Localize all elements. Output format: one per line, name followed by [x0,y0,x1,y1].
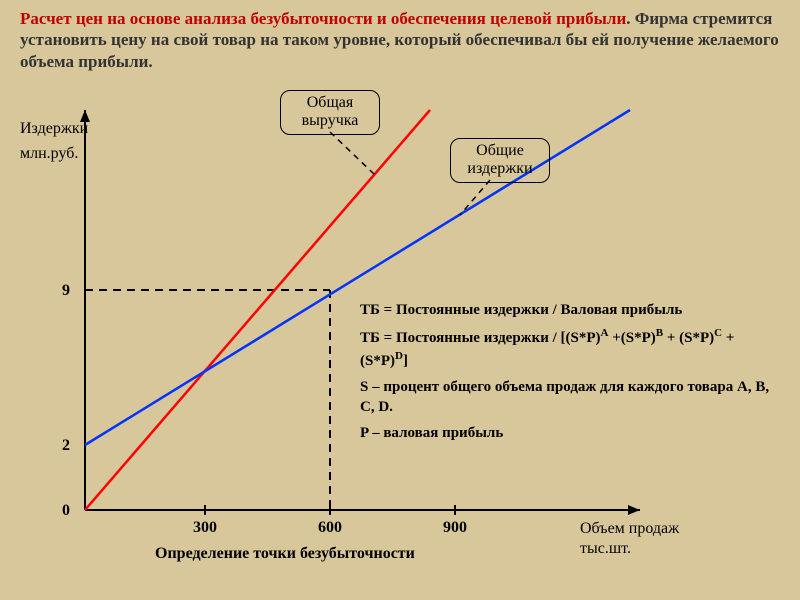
callout-revenue-label: Общая выручка [302,94,359,129]
y-axis-label-2: млн.руб. [20,145,78,163]
page-root: Расчет цен на основе анализа безубыточно… [0,0,800,600]
formula-block: ТБ = Постоянные издержки / Валовая прибы… [360,300,780,450]
callout-cost-label: Общие издержки [467,142,532,177]
x-axis-label-1: Объем продаж [580,520,679,538]
callout-revenue: Общая выручка [280,90,380,135]
svg-text:300: 300 [193,519,217,536]
svg-text:9: 9 [62,282,70,299]
y-axis-label-1: Издержки [20,120,88,138]
callout-cost: Общие издержки [450,138,550,183]
x-axis-label-2: тыс.шт. [580,540,631,558]
svg-text:900: 900 [443,519,467,536]
svg-text:2: 2 [62,437,70,454]
chart-caption: Определение точки безубыточности [155,545,415,563]
svg-text:600: 600 [318,519,342,536]
svg-text:0: 0 [62,502,70,519]
chart-area: 300 600 900 0 2 9 Издержки млн.руб. Объем про… [20,100,780,600]
page-title: Расчет цен на основе анализа безубыточно… [20,8,780,72]
